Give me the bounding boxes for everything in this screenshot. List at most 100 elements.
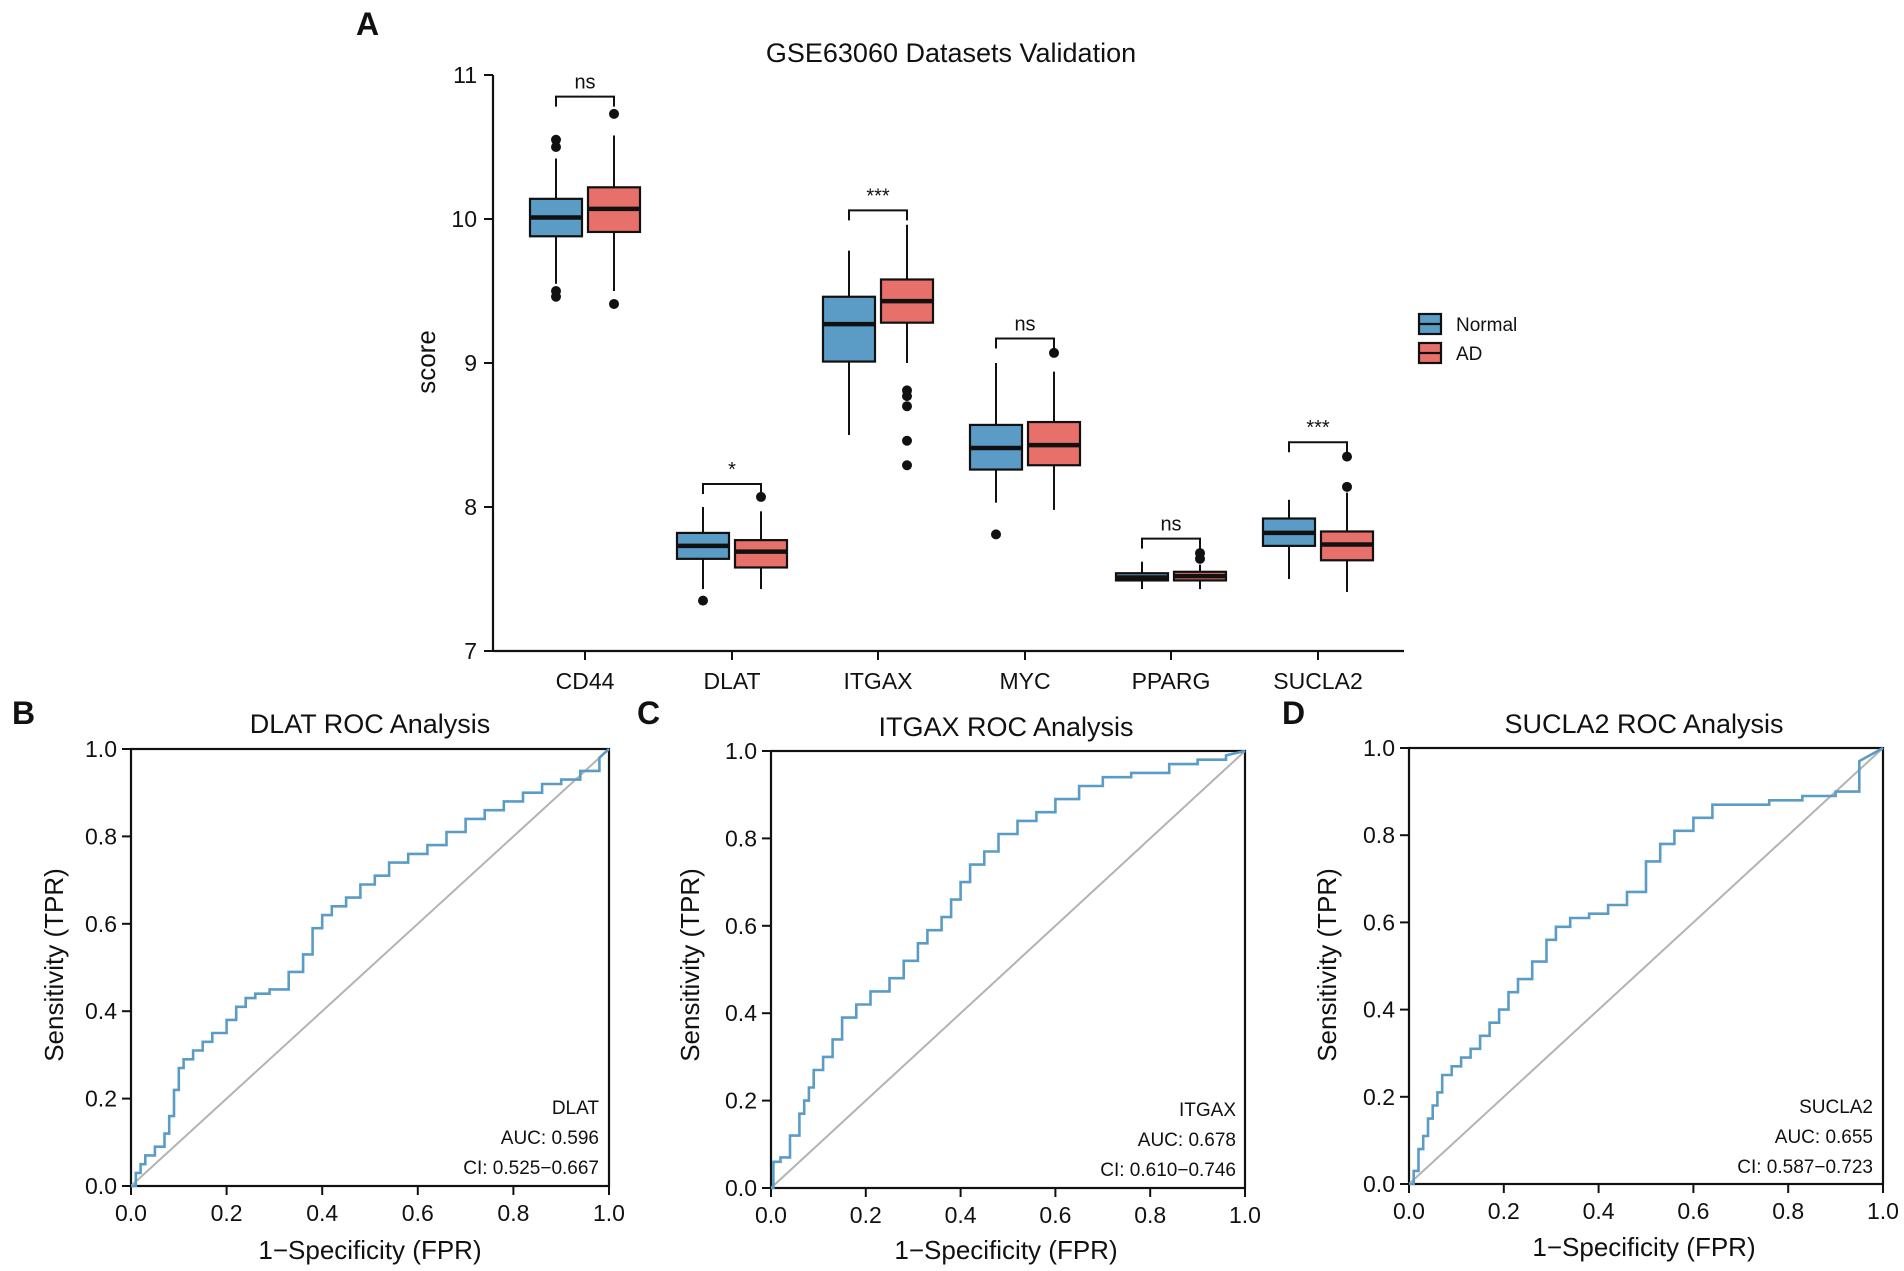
legend-a: Normal AD — [1417, 312, 1517, 365]
annotation-gene-c: ITGAX — [1179, 1100, 1236, 1121]
x-ticks-a: CD44 DLAT ITGAX MYC PPARG SUCLA2 — [556, 651, 1363, 694]
outlier-ad-cd44 — [609, 298, 619, 309]
y-tick-label-d: 0.6 — [1363, 909, 1395, 935]
plot-frame-d — [1407, 746, 1885, 1186]
x-tick-label-c: 0.0 — [755, 1202, 787, 1228]
chart-title-b: DLAT ROC Analysis — [250, 709, 491, 739]
outlier-normal-dlat — [698, 595, 708, 606]
legend-label-ad: AD — [1456, 344, 1482, 365]
y-tick-label-b: 0.8 — [85, 823, 117, 849]
annotation-ci-b: CI: 0.525−0.667 — [463, 1158, 599, 1179]
panel-c: C ITGAX ROC Analysis 1−Specificity (FPR)… — [637, 695, 1261, 1265]
roc-curve-d — [1409, 746, 1884, 1186]
significance-label-sucla2: *** — [1306, 417, 1330, 439]
x-tick-label-b: 0.2 — [211, 1200, 243, 1226]
outlier-ad-itgax — [902, 391, 912, 402]
panel-letter-b: B — [12, 695, 35, 731]
auc-annotation-d: SUCLA2 AUC: 0.655 CI: 0.587−0.723 — [1737, 1097, 1873, 1178]
panel-letter-c: C — [637, 695, 660, 731]
y-tick-label-c: 0.8 — [725, 825, 757, 851]
axes-a — [491, 75, 1404, 653]
y-tick-label-a: 11 — [453, 62, 477, 88]
y-tick-label-d: 0.0 — [1363, 1171, 1395, 1197]
annotation-ci-d: CI: 0.587−0.723 — [1737, 1157, 1873, 1178]
legend-label-normal: Normal — [1456, 315, 1517, 336]
significance-label-cd44: ns — [574, 72, 595, 94]
outlier-ad-pparg — [1195, 548, 1205, 559]
chart-title-a: GSE63060 Datasets Validation — [766, 38, 1136, 68]
annotation-gene-b: DLAT — [552, 1098, 600, 1119]
x-axis-title-b: 1−Specificity (FPR) — [258, 1235, 481, 1265]
y-tick-label-b: 0.6 — [85, 911, 117, 937]
x-tick-label-a: PPARG — [1132, 668, 1211, 694]
outlier-normal-myc — [991, 529, 1001, 540]
significance-bracket-pparg — [1141, 537, 1201, 549]
y-tick-label-c: 0.2 — [725, 1088, 757, 1114]
x-tick-label-b: 1.0 — [593, 1200, 625, 1226]
x-tick-label-a: ITGAX — [843, 668, 912, 694]
y-tick-label-d: 0.4 — [1363, 997, 1395, 1023]
outlier-normal-cd44 — [551, 134, 561, 145]
plot-area-d: 0.0 0.2 0.4 0.6 0.8 1.0 0.0 0.2 0.4 0.6 0.8 1.0 — [1363, 735, 1899, 1224]
plot-frame-b — [129, 747, 611, 1188]
plot-frame-c — [769, 749, 1247, 1190]
outlier-ad-itgax — [902, 401, 912, 412]
x-axis-title-d: 1−Specificity (FPR) — [1532, 1232, 1755, 1262]
outlier-ad-myc — [1049, 347, 1059, 358]
y-tick-label-a: 9 — [464, 350, 477, 376]
y-tick-label-a: 7 — [464, 638, 477, 664]
box-normal-itgax — [821, 295, 877, 363]
annotation-gene-d: SUCLA2 — [1799, 1097, 1873, 1118]
plot-area-b: 0.0 0.2 0.4 0.6 0.8 1.0 0.0 0.2 0.4 0.6 0.8 1.0 — [85, 736, 625, 1226]
chart-title-c: ITGAX ROC Analysis — [878, 712, 1133, 742]
x-tick-label-d: 1.0 — [1867, 1198, 1899, 1224]
auc-annotation-c: ITGAX AUC: 0.678 CI: 0.610−0.746 — [1100, 1100, 1236, 1181]
significance-bracket-cd44 — [555, 95, 615, 107]
panel-letter-a: A — [356, 6, 379, 42]
x-tick-label-c: 1.0 — [1229, 1202, 1261, 1228]
significance-bracket-itgax — [848, 209, 908, 221]
y-tick-label-a: 8 — [464, 494, 477, 520]
y-tick-label-b: 0.0 — [85, 1173, 117, 1199]
reference-diagonal-d — [1408, 747, 1884, 1185]
x-tick-label-b: 0.8 — [497, 1200, 529, 1226]
outlier-ad-itgax — [902, 435, 912, 446]
y-axis-title-b: Sensitivity (TPR) — [39, 868, 69, 1062]
significance-label-itgax: *** — [866, 185, 890, 207]
x-tick-label-a: DLAT — [703, 668, 760, 694]
outlier-normal-cd44 — [551, 142, 561, 152]
y-tick-label-c: 0.0 — [725, 1175, 757, 1201]
boxes-a — [528, 108, 1375, 606]
outlier-ad-dlat — [756, 491, 766, 502]
annotation-auc-c: AUC: 0.678 — [1138, 1130, 1236, 1151]
x-tick-label-b: 0.0 — [115, 1200, 147, 1226]
roc-curve-c — [771, 749, 1246, 1190]
x-tick-label-d: 0.0 — [1393, 1198, 1425, 1224]
significance-bracket-dlat — [702, 482, 762, 494]
x-tick-label-c: 0.2 — [850, 1202, 882, 1228]
annotation-ci-c: CI: 0.610−0.746 — [1100, 1160, 1236, 1181]
x-tick-label-a: CD44 — [556, 668, 615, 694]
x-tick-label-a: SUCLA2 — [1273, 668, 1362, 694]
significance-label-myc: ns — [1014, 314, 1035, 336]
y-tick-label-b: 0.4 — [85, 998, 117, 1024]
x-tick-label-d: 0.8 — [1772, 1198, 1804, 1224]
x-axis-title-c: 1−Specificity (FPR) — [894, 1235, 1117, 1265]
reference-diagonal-c — [770, 750, 1246, 1189]
plot-area-c: 0.0 0.2 0.4 0.6 0.8 1.0 0.0 0.2 0.4 0.6 0.8 1.0 — [725, 738, 1261, 1228]
y-axis-title-a: score — [411, 330, 441, 394]
y-tick-label-d: 1.0 — [1363, 735, 1395, 761]
annotation-auc-d: AUC: 0.655 — [1775, 1127, 1873, 1148]
y-tick-label-c: 0.6 — [725, 913, 757, 939]
x-tick-label-d: 0.4 — [1583, 1198, 1615, 1224]
reference-diagonal-b — [130, 748, 610, 1187]
x-tick-label-c: 0.8 — [1134, 1202, 1166, 1228]
panel-a: A GSE63060 Datasets Validation score 7 8 9… — [356, 6, 1517, 694]
y-axis-title-d: Sensitivity (TPR) — [1312, 868, 1342, 1062]
roc-curve-b — [131, 748, 610, 1188]
y-tick-label-b: 1.0 — [85, 736, 117, 762]
auc-annotation-b: DLAT AUC: 0.596 CI: 0.525−0.667 — [463, 1098, 599, 1179]
panel-b: B DLAT ROC Analysis 1−Specificity (FPR) … — [12, 695, 625, 1265]
